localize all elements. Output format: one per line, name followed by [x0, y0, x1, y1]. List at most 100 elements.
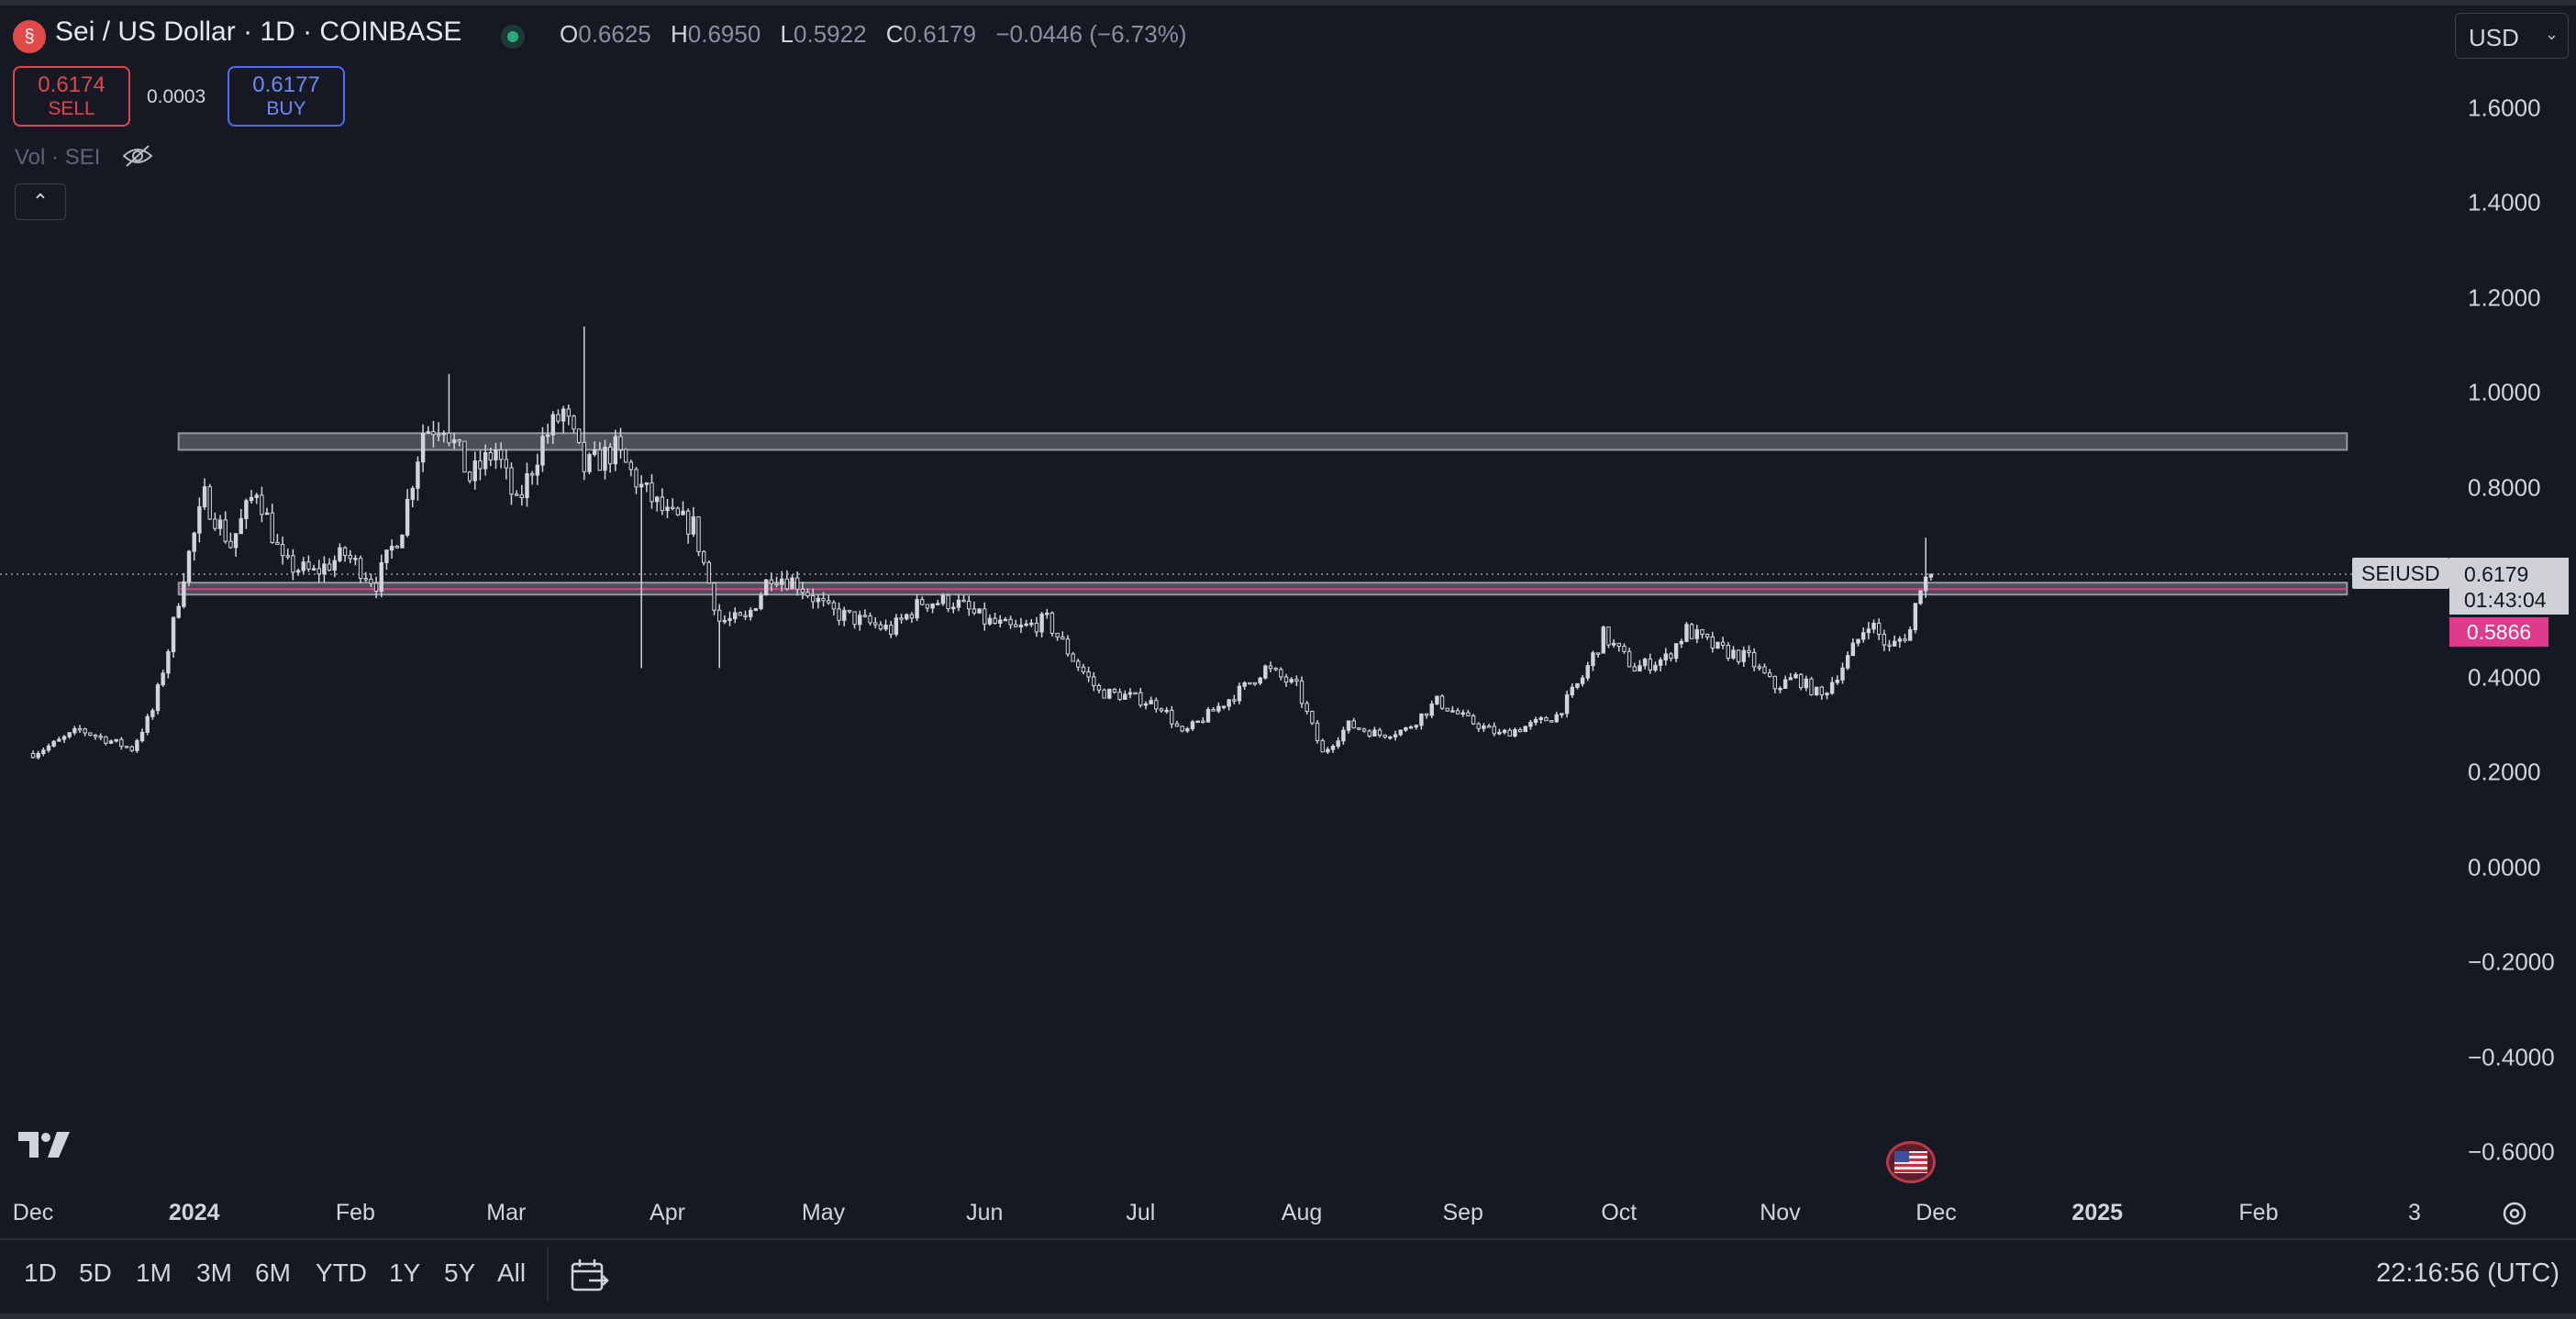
candle-body [264, 512, 270, 515]
range-button-1d[interactable]: 1D [24, 1258, 57, 1287]
candle-body [488, 452, 493, 460]
candle-body [587, 453, 592, 472]
candle-body [51, 740, 56, 747]
candle-body [1081, 666, 1086, 672]
candle-body [1726, 644, 1731, 659]
candle-body [556, 414, 561, 422]
buy-button[interactable]: 0.6177 BUY [228, 66, 345, 127]
candle-body [816, 597, 821, 603]
candle-body [1377, 729, 1382, 736]
candle-body [88, 732, 93, 736]
zone-rectangle[interactable] [177, 432, 2348, 451]
candle-body [1445, 707, 1449, 712]
range-button-6m[interactable]: 6M [255, 1258, 291, 1287]
candle-body [373, 582, 379, 592]
candle-body [1544, 717, 1549, 722]
sell-button[interactable]: 0.6174 SELL [13, 66, 130, 127]
candle-body [930, 603, 935, 609]
candle-body [462, 440, 467, 473]
market-status-icon[interactable] [501, 25, 525, 49]
candle-body [270, 512, 274, 543]
candle-body [1897, 638, 1903, 642]
candle-body [1673, 643, 1679, 660]
candle-body [41, 749, 46, 754]
candle-body [638, 483, 644, 488]
collapse-legend-button[interactable]: ⌃ [15, 183, 66, 220]
candle-body [467, 471, 472, 482]
range-button-1m[interactable]: 1M [136, 1258, 172, 1287]
utc-clock[interactable]: 22:16:56 (UTC) [2376, 1258, 2559, 1288]
candle-body [1123, 693, 1127, 700]
candle-body [155, 684, 161, 712]
eye-crossed-icon[interactable] [121, 143, 154, 169]
candle-body [420, 432, 426, 463]
gear-icon[interactable] [2499, 1198, 2530, 1229]
candle-body [1887, 644, 1892, 648]
candle-body [104, 736, 108, 744]
candle-body [1751, 651, 1757, 668]
candle-body [1575, 682, 1580, 688]
x-tick-label: Oct [1601, 1200, 1638, 1225]
candle-body [519, 493, 525, 499]
candle-body [654, 496, 660, 503]
candle-body [1071, 653, 1075, 662]
candle-body [436, 434, 441, 437]
candle-body [1747, 649, 1751, 653]
candle-body [540, 436, 545, 466]
candle-body [1642, 659, 1648, 667]
candle-body [1538, 717, 1543, 720]
range-button-all[interactable]: All [497, 1258, 527, 1287]
candle-body [394, 546, 399, 549]
candle-body [1408, 726, 1414, 729]
candle-body [405, 498, 410, 536]
candle-body [618, 436, 623, 450]
candle-body [61, 736, 67, 740]
us-flag-icon[interactable] [1886, 1141, 1936, 1183]
sell-price: 0.6174 [38, 72, 105, 97]
range-button-5d[interactable]: 5D [79, 1258, 112, 1287]
range-button-1y[interactable]: 1Y [389, 1258, 421, 1287]
candle-body [171, 616, 176, 653]
calendar-range-icon[interactable] [569, 1257, 609, 1293]
candle-body [681, 510, 685, 515]
candle-body [1669, 653, 1673, 660]
candle-body [1757, 666, 1762, 669]
candle-body [572, 416, 576, 430]
candle-body [1341, 729, 1346, 742]
candle-body [1003, 618, 1008, 622]
symbol-title[interactable]: Sei / US Dollar · 1D · COINBASE [55, 17, 462, 47]
currency-select[interactable]: USD ⌄ [2455, 13, 2569, 59]
candle-body [1715, 641, 1720, 649]
candle-body [1492, 726, 1496, 735]
range-button-3m[interactable]: 3M [196, 1258, 232, 1287]
bottom-border [0, 1313, 2576, 1319]
candle-body [665, 506, 670, 512]
candle-body [369, 579, 373, 584]
candle-body [795, 577, 800, 590]
candle-body [827, 600, 831, 604]
candle-body [1138, 692, 1143, 706]
candle-body [295, 570, 301, 573]
range-button-5y[interactable]: 5Y [444, 1258, 476, 1287]
candle-body [1029, 622, 1034, 626]
range-button-ytd[interactable]: YTD [316, 1258, 367, 1287]
candle-body [915, 599, 919, 619]
tradingview-logo-icon[interactable] [18, 1130, 77, 1159]
x-tick-label: Aug [1281, 1200, 1323, 1225]
volume-indicator-label[interactable]: Vol · SEI [15, 145, 101, 170]
candle-body [993, 617, 997, 624]
candle-body [1299, 681, 1305, 704]
currency-value: USD [2469, 24, 2519, 51]
candle-body [613, 436, 618, 465]
candle-body [1055, 632, 1060, 637]
candle-body [623, 449, 628, 463]
candle-body [30, 752, 36, 759]
candle-body [1528, 722, 1533, 727]
candle-body [358, 558, 363, 580]
candle-body [1252, 682, 1258, 685]
candle-body [1305, 703, 1309, 713]
time-range-bar [0, 1238, 2576, 1319]
candle-body [332, 560, 337, 571]
candle-body [883, 625, 888, 630]
